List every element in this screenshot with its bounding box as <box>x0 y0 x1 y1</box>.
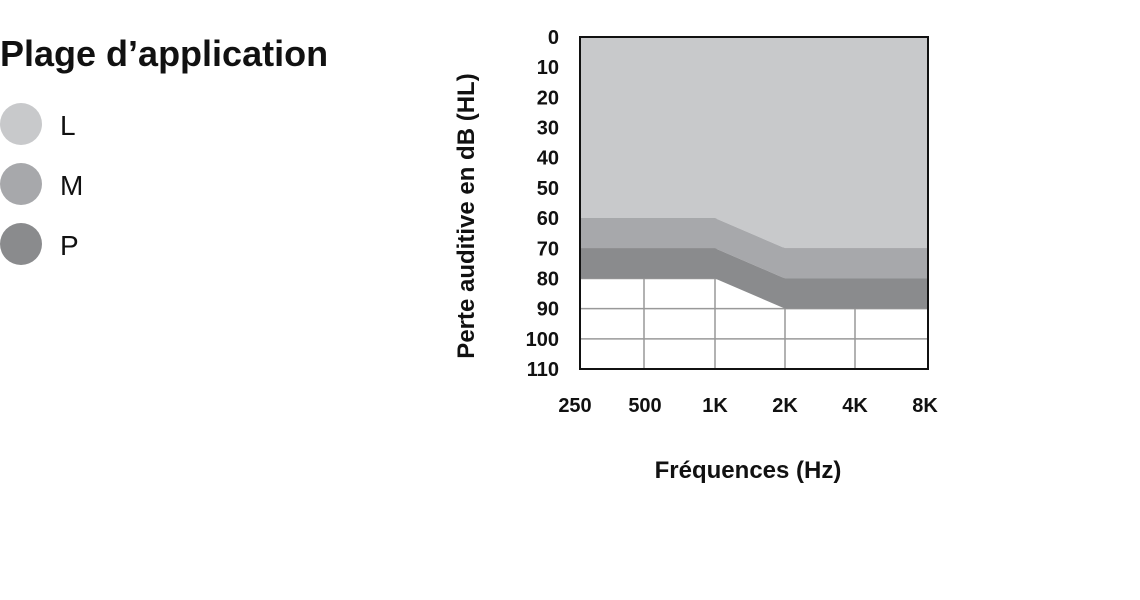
x-tick-labels: 250 500 1K 2K 4K 8K <box>558 395 938 417</box>
legend-label-P: P <box>60 230 79 261</box>
y-tick-label: 80 <box>537 268 559 290</box>
x-tick-label: 8K <box>912 395 938 417</box>
y-tick-label: 40 <box>537 148 559 170</box>
x-tick-label: 250 <box>558 395 591 417</box>
y-tick-label: 0 <box>548 27 559 49</box>
plot-frame <box>579 36 929 370</box>
areas <box>580 37 928 309</box>
x-tick-label: 4K <box>842 395 868 417</box>
x-tick-label: 1K <box>702 395 728 417</box>
band-P <box>580 248 928 309</box>
band-M <box>580 218 928 279</box>
y-axis-label: Perte auditive en dB (HL) <box>453 73 480 358</box>
y-tick-label: 30 <box>537 118 559 140</box>
y-tick-label: 20 <box>537 87 559 109</box>
legend-label-M: M <box>60 170 83 201</box>
y-tick-label: 110 <box>527 359 559 381</box>
legend-swatch-L <box>0 103 42 145</box>
y-tick-label: 70 <box>537 238 559 260</box>
y-tick-label: 50 <box>537 178 559 200</box>
y-tick-label: 100 <box>526 329 559 351</box>
band-L <box>580 37 928 249</box>
legend-swatch-M <box>0 163 42 205</box>
x-axis-label: Fréquences (Hz) <box>655 457 842 484</box>
legend-swatch-P <box>0 223 42 265</box>
legend: LMP <box>0 103 83 265</box>
y-tick-labels: 0 10 20 30 40 50 60 70 80 90 100 110 <box>526 27 559 381</box>
x-tick-label: 2K <box>772 395 798 417</box>
y-tick-label: 10 <box>537 57 559 79</box>
legend-label-L: L <box>60 110 76 141</box>
y-tick-label: 60 <box>537 208 559 230</box>
y-tick-label: 90 <box>537 299 559 321</box>
x-tick-label: 500 <box>628 395 661 417</box>
legend-title: Plage d’application <box>0 33 328 74</box>
